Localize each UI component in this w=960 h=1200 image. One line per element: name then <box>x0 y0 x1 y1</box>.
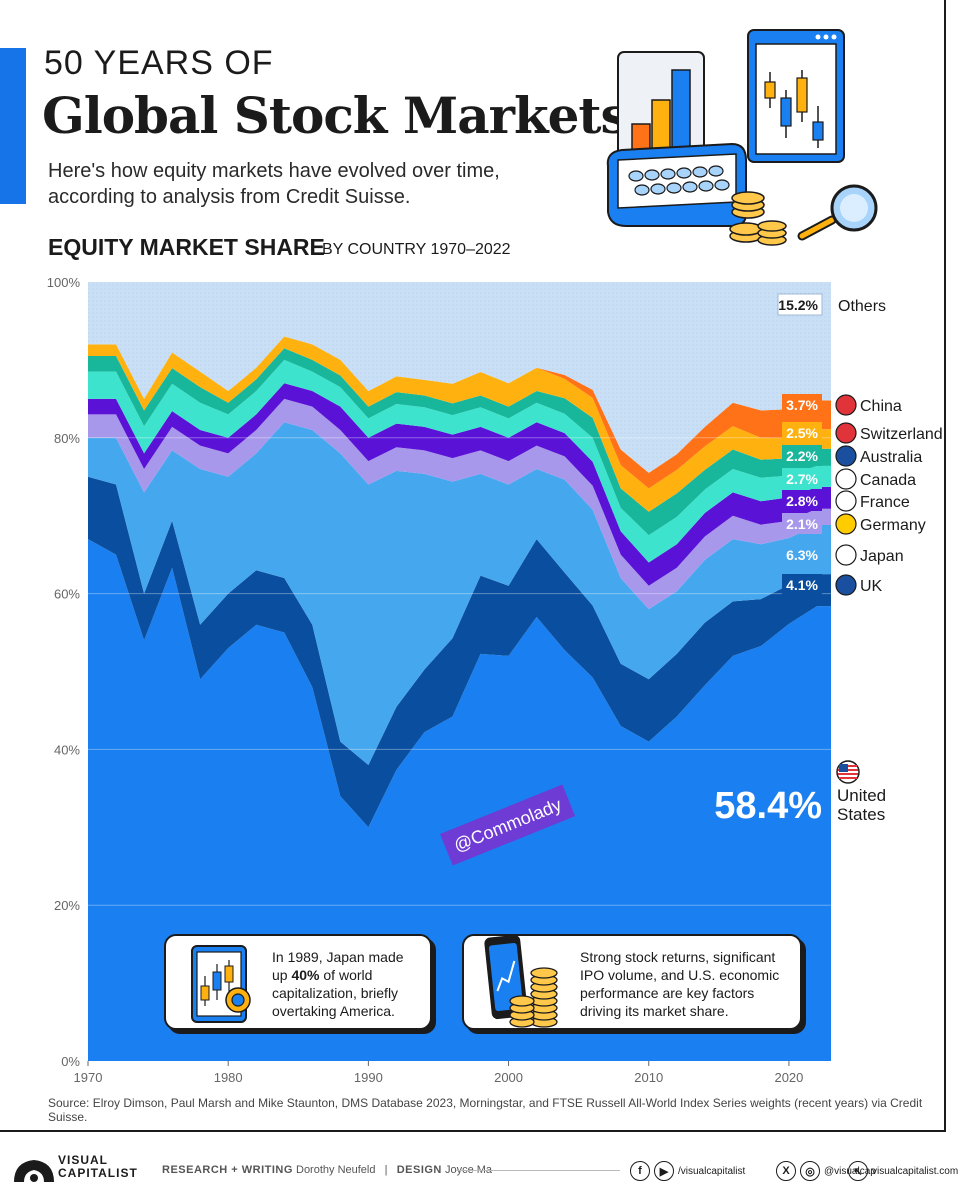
value-chip-switzerland <box>782 422 822 443</box>
value-chip-china <box>782 394 822 415</box>
value-label-china: 3.7% <box>786 397 818 413</box>
credits: RESEARCH + WRITING Dorothy Neufeld | DES… <box>162 1164 493 1176</box>
value-chip-japan <box>782 544 822 565</box>
typewriter-icon <box>606 51 747 227</box>
x-axis: 1970 1980 1990 2000 2010 2020 <box>74 1061 803 1085</box>
youtube-icon[interactable]: ▶ <box>654 1161 674 1181</box>
y-tick-label: 0% <box>61 1054 80 1069</box>
country-label-germany: Germany <box>860 517 926 534</box>
us-share-value: 58.4% <box>714 785 822 827</box>
area-layers <box>88 282 831 1061</box>
x-tick-label: 1970 <box>74 1070 103 1085</box>
y-tick-label: 100% <box>47 275 81 290</box>
value-chip-uk <box>782 574 822 595</box>
x-tick-label: 1980 <box>214 1070 243 1085</box>
page-frame <box>0 0 946 1132</box>
area-uk <box>88 476 831 828</box>
france-flag-icon <box>835 490 857 512</box>
magnifier-icon <box>797 184 878 241</box>
x-tick-label: 1990 <box>354 1070 383 1085</box>
y-tick-label: 20% <box>54 898 80 913</box>
page-title: Global Stock Markets <box>42 86 629 145</box>
switzerland-flag-icon <box>835 422 857 444</box>
uk-flag-icon <box>835 574 857 596</box>
germany-flag-icon <box>835 513 857 535</box>
value-label-canada: 2.7% <box>786 471 818 487</box>
callout-us-text: Strong stock returns, significant IPO vo… <box>580 949 780 1019</box>
value-label-others: 15.2% <box>778 297 818 313</box>
header-illustration <box>606 29 878 246</box>
facebook-icon[interactable]: f <box>630 1161 650 1181</box>
gridlines <box>88 437 831 906</box>
value-label-japan: 6.3% <box>786 547 818 563</box>
value-chip-canada <box>782 468 822 489</box>
x-tick-label: 2020 <box>774 1070 803 1085</box>
value-chip-france <box>782 490 822 511</box>
callout-japan: In 1989, Japan made up 40% of world capi… <box>164 934 432 1030</box>
y-axis: 0% 20% 40% 60% 80% 100% <box>47 275 81 1069</box>
us-country-label: United States <box>837 786 886 824</box>
country-label-uk: UK <box>860 578 883 595</box>
callout-japan-text: In 1989, Japan made up 40% of world capi… <box>272 949 404 1019</box>
area-japan <box>88 422 831 765</box>
coins-icon <box>729 191 787 246</box>
value-label-france: 2.8% <box>786 493 818 509</box>
phone-coins-icon <box>484 934 558 1028</box>
china-flag-icon <box>835 394 857 416</box>
page-subtitle: Here's how equity markets have evolved o… <box>48 160 500 208</box>
country-label-france: France <box>860 494 910 511</box>
candlestick-chart-icon <box>191 945 251 1023</box>
social-web[interactable]: ↖ visualcapitalist.com <box>848 1160 958 1182</box>
value-label-germany: 2.1% <box>786 516 818 532</box>
value-label-switzerland: 2.5% <box>786 425 818 441</box>
japan-flag-icon <box>835 544 857 566</box>
callout-us: Strong stock returns, significant IPO vo… <box>462 934 802 1030</box>
area-others <box>88 282 831 473</box>
value-chip-germany <box>782 513 822 534</box>
country-label-switzerland: Switzerland <box>860 426 943 443</box>
chart-title: EQUITY MARKET SHARE <box>48 234 325 260</box>
x-icon[interactable]: X <box>776 1161 796 1181</box>
area-united-states <box>88 539 831 1061</box>
instagram-icon[interactable]: ◎ <box>800 1161 820 1181</box>
x-tick-label: 2000 <box>494 1070 523 1085</box>
website-link[interactable]: visualcapitalist.com <box>872 1165 959 1177</box>
footer-divider <box>456 1170 620 1171</box>
1989-marker <box>351 1062 359 1068</box>
source-note: Source: Elroy Dimson, Paul Marsh and Mik… <box>48 1096 923 1124</box>
country-label-japan: Japan <box>860 548 904 565</box>
y-tick-label: 60% <box>54 587 80 602</box>
country-label-australia: Australia <box>860 449 922 466</box>
visual-capitalist-logo-icon <box>14 1160 54 1182</box>
youtube-handle[interactable]: /visualcapitalist <box>678 1165 746 1177</box>
visual-capitalist-logo-text: VISUAL CAPITALIST <box>58 1153 138 1180</box>
browser-window-icon <box>747 29 845 163</box>
page-kicker: 50 YEARS OF <box>44 44 274 82</box>
accent-bar <box>0 48 26 204</box>
us-flag-icon <box>836 760 860 784</box>
value-chip-australia <box>782 445 822 466</box>
y-tick-label: 40% <box>54 742 80 757</box>
value-label-uk: 4.1% <box>786 577 818 593</box>
country-label-china: China <box>860 398 902 415</box>
y-tick-label: 80% <box>54 431 80 446</box>
value-label-australia: 2.2% <box>786 448 818 464</box>
social-youtube[interactable]: f ▶ /visualcapitalist <box>630 1160 745 1182</box>
country-label-canada: Canada <box>860 472 916 489</box>
cursor-icon[interactable]: ↖ <box>848 1161 868 1181</box>
canada-flag-icon <box>835 468 857 490</box>
stacked-area-chart: 0% 20% 40% 60% 80% 100% 1970 1980 1990 2000 2010 2… <box>47 275 943 1085</box>
australia-flag-icon <box>835 445 857 467</box>
country-label-others: Others <box>838 298 886 315</box>
end-labels: 4.1% UK 6.3% Japan 2.1% Germany 2.8% France 2.7%… <box>777 293 943 596</box>
chart-subtitle: BY COUNTRY 1970–2022 <box>322 241 511 258</box>
footer: VISUAL CAPITALIST RESEARCH + WRITING Doro… <box>0 1148 960 1192</box>
value-chip-others <box>777 293 823 316</box>
x-tick-label: 2010 <box>634 1070 663 1085</box>
